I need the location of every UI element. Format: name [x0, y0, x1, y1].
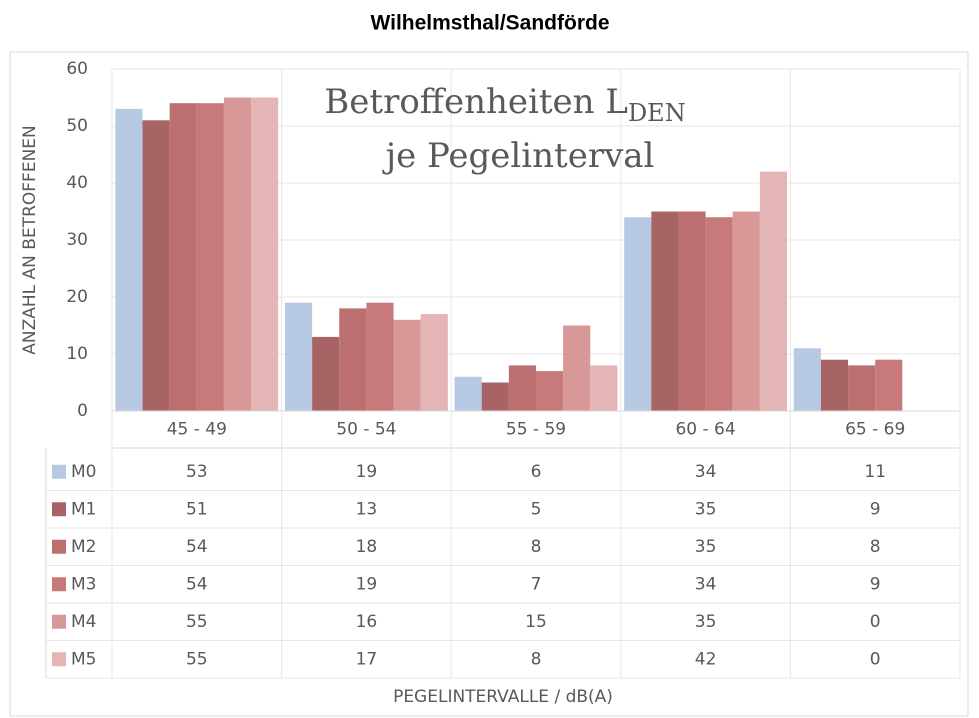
table-value: 53: [186, 462, 208, 482]
bar: [142, 120, 170, 412]
legend-label: M4: [71, 612, 96, 632]
annotation: je Pegelinterval: [382, 136, 655, 176]
bar: [820, 359, 849, 411]
legend-swatch: [52, 502, 66, 517]
bar: [481, 382, 509, 411]
table-value: 0: [870, 612, 881, 632]
table-value: 18: [356, 537, 378, 557]
bar: [284, 302, 313, 411]
y-tick-label: 0: [77, 401, 88, 421]
chart-border: [9, 51, 969, 717]
table-value: 51: [186, 499, 208, 519]
bar: [251, 97, 279, 411]
legend-swatch: [52, 539, 66, 554]
table-value: 8: [870, 537, 881, 557]
bar: [624, 217, 652, 411]
bar: [393, 319, 421, 411]
bar: [759, 171, 788, 411]
table-value: 17: [356, 649, 378, 669]
table-value: 19: [356, 462, 378, 482]
y-tick-label: 50: [66, 116, 88, 136]
bar: [705, 217, 733, 411]
legend-label: M0: [71, 462, 96, 482]
table-value: 8: [531, 649, 542, 669]
bar: [875, 359, 903, 411]
bar: [454, 376, 482, 411]
y-tick-label: 30: [66, 230, 88, 250]
y-tick-label: 20: [66, 287, 88, 307]
bar: [590, 365, 618, 411]
bar: [508, 365, 536, 411]
table-value: 13: [356, 499, 378, 519]
legend-label: M3: [71, 574, 96, 594]
bar: [793, 348, 821, 411]
bar: [339, 308, 367, 411]
y-tick-label: 60: [66, 59, 88, 79]
x-tick-label: 65 - 69: [845, 420, 905, 440]
table-value: 7: [531, 574, 542, 594]
x-tick-label: 55 - 59: [506, 420, 566, 440]
table-value: 35: [695, 537, 717, 557]
bar: [848, 365, 876, 411]
table-value: 9: [870, 499, 881, 519]
bar: [536, 371, 564, 411]
data-table: 45 - 49 50 - 54 55 - 59 60 - 64 65 - 69 M0 53 1…: [45, 410, 960, 679]
bar: [169, 103, 197, 411]
legend-swatch: [52, 577, 66, 592]
table-value: 54: [186, 537, 208, 557]
x-tick-label: 45 - 49: [167, 420, 227, 440]
bar: [651, 211, 679, 411]
bars: [115, 97, 903, 412]
legend-swatch: [52, 652, 66, 667]
table-value: 42: [695, 649, 717, 669]
y-axis-label: ANZAHL AN BETROFFENEN: [20, 125, 40, 354]
table-value: 34: [695, 574, 717, 594]
legend-label: M2: [71, 537, 96, 557]
table-value: 11: [864, 462, 886, 482]
table-value: 8: [531, 537, 542, 557]
bar: [115, 108, 143, 412]
bar: [678, 211, 706, 411]
bar: [312, 336, 340, 411]
table-value: 19: [356, 574, 378, 594]
x-tick-label: 50 - 54: [336, 420, 396, 440]
table-value: 9: [870, 574, 881, 594]
bar: [732, 211, 760, 411]
x-axis-label: PEGELINTERVALLE / dB(A): [393, 687, 613, 707]
table-value: 55: [186, 649, 208, 669]
bar: [196, 103, 224, 411]
table-value: 0: [870, 649, 881, 669]
chart-title: Wilhelmsthal/Sandförde: [370, 12, 609, 35]
y-tick-label: 40: [66, 173, 88, 193]
table-value: 55: [186, 612, 208, 632]
bar: [223, 97, 252, 411]
annotation-text: Betroffenheiten L: [324, 82, 628, 122]
table-value: 35: [695, 612, 717, 632]
table-value: 15: [525, 612, 547, 632]
x-tick-label: 60 - 64: [675, 420, 735, 440]
table-value: 6: [531, 462, 542, 482]
table-value: 34: [695, 462, 717, 482]
bar: [420, 314, 448, 411]
bar: [366, 302, 394, 411]
table-value: 54: [186, 574, 208, 594]
bar: [563, 325, 591, 411]
table-value: 35: [695, 499, 717, 519]
legend-swatch: [52, 464, 66, 479]
legend-swatch: [52, 614, 66, 629]
annotation-subscript: DEN: [628, 99, 686, 127]
legend-label: M1: [71, 499, 96, 519]
table-value: 16: [356, 612, 378, 632]
y-tick-label: 10: [66, 344, 88, 364]
table-value: 5: [531, 499, 542, 519]
legend-label: M5: [71, 649, 96, 669]
annotation: Betroffenheiten LDEN: [324, 82, 685, 127]
